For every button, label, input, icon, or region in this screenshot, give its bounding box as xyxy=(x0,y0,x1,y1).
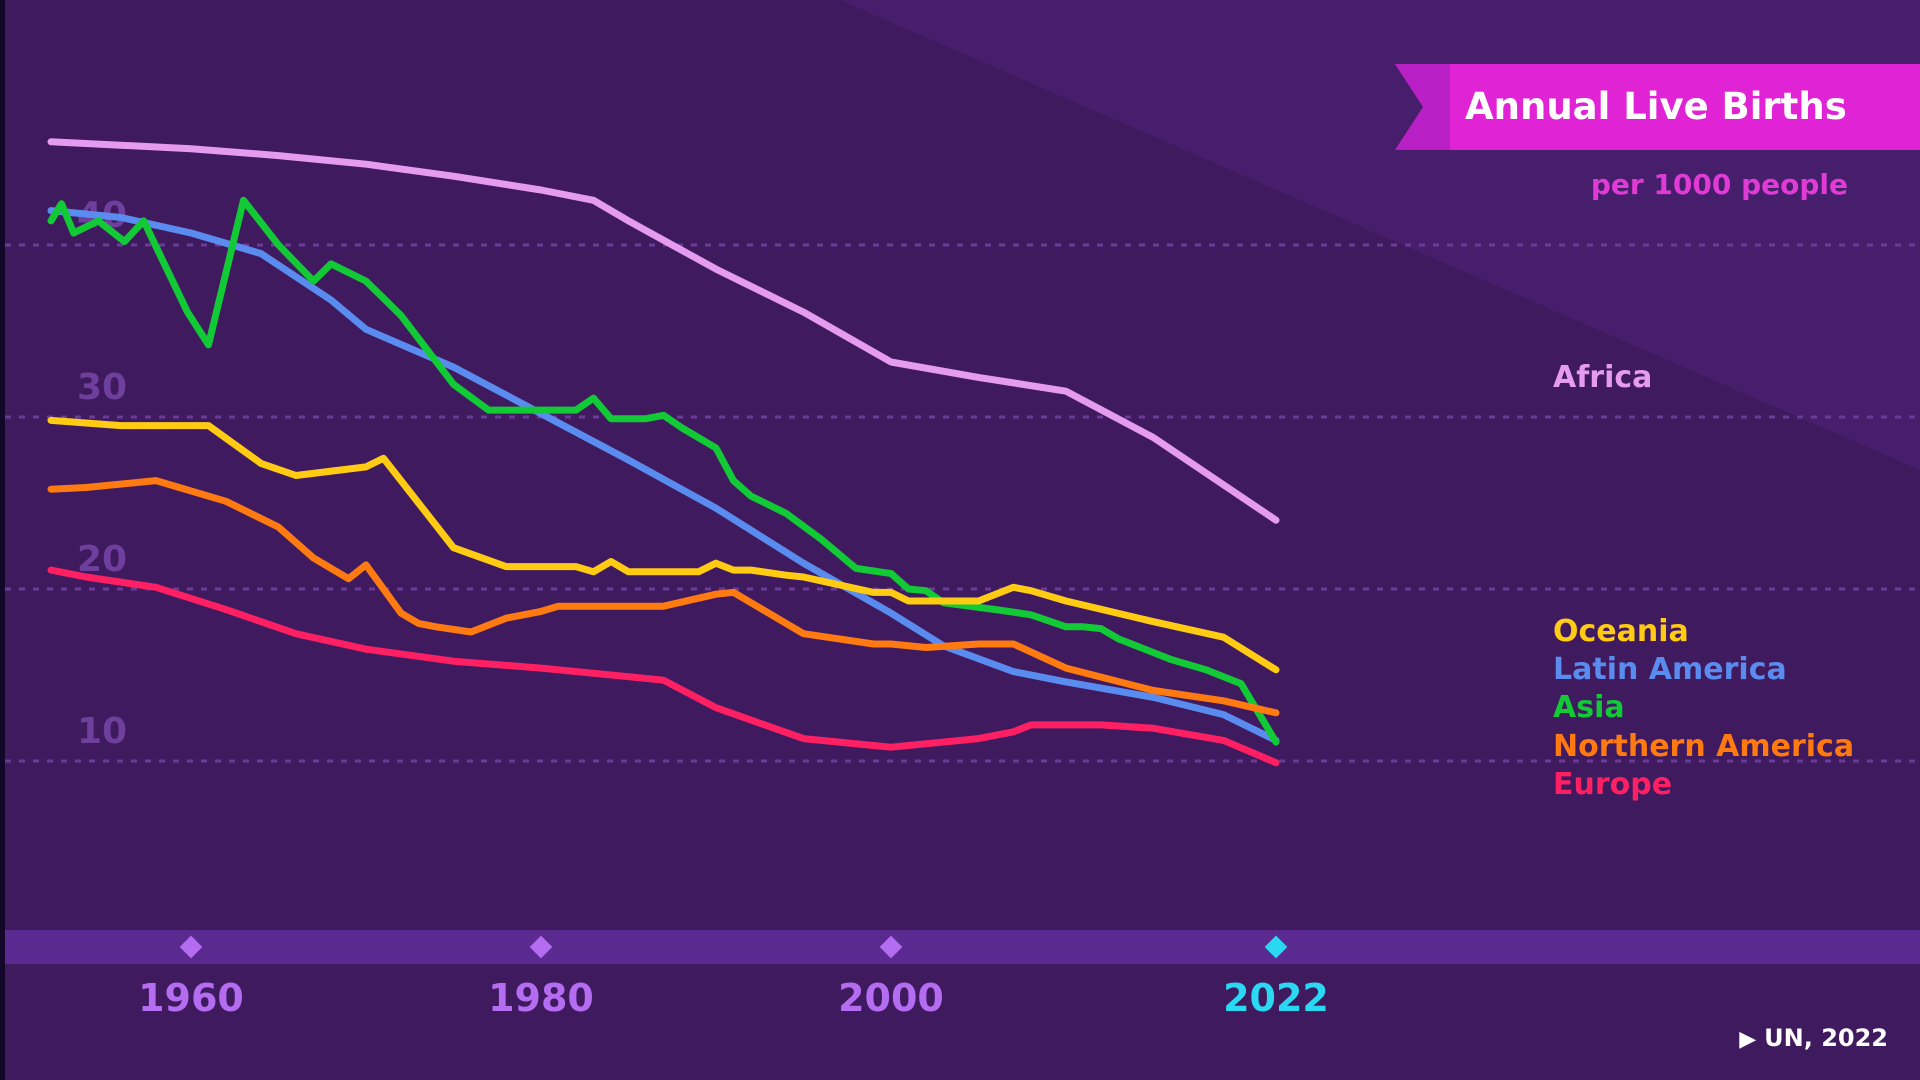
chart-subtitle: per 1000 people xyxy=(1590,168,1848,201)
timeline-bar xyxy=(5,930,1920,964)
source-credit[interactable]: ▶ UN, 2022 xyxy=(1739,1024,1888,1052)
y-tick-label: 20 xyxy=(77,539,127,580)
x-tick-label: 1980 xyxy=(488,976,594,1020)
series-label-oceania: Oceania xyxy=(1553,614,1689,649)
x-tick-label: 2022 xyxy=(1223,976,1329,1020)
chart-title: Annual Live Births xyxy=(1465,85,1847,128)
series-label-northern-america: Northern America xyxy=(1553,729,1854,764)
series-label-africa: Africa xyxy=(1553,360,1652,395)
x-tick-label: 2000 xyxy=(838,976,944,1020)
y-tick-label: 30 xyxy=(77,367,127,408)
series-line-oceania xyxy=(47,416,1280,674)
series-line-latin-america xyxy=(47,207,1280,744)
timeline-marker-1980[interactable] xyxy=(529,935,553,959)
series-lines xyxy=(47,138,1280,767)
x-tick-label: 1960 xyxy=(138,976,244,1020)
series-line-northern-america xyxy=(47,477,1280,717)
series-label-europe: Europe xyxy=(1553,767,1672,802)
series-label-latin-america: Latin America xyxy=(1553,652,1787,687)
timeline-marker-2000[interactable] xyxy=(879,935,903,959)
timeline-marker-2022[interactable] xyxy=(1264,935,1288,959)
source-text: UN, 2022 xyxy=(1764,1024,1888,1052)
series-line-africa xyxy=(47,138,1280,524)
title-banner: Annual Live Births xyxy=(1395,64,1920,150)
series-line-europe xyxy=(47,566,1280,767)
grid-lines xyxy=(5,243,1920,763)
y-tick-label: 10 xyxy=(77,711,127,752)
x-axis-ticks: 1960 1980 2000 2022 xyxy=(138,976,1329,1020)
series-line-asia xyxy=(47,196,1280,746)
series-label-asia: Asia xyxy=(1553,690,1625,725)
play-icon: ▶ xyxy=(1739,1027,1757,1052)
